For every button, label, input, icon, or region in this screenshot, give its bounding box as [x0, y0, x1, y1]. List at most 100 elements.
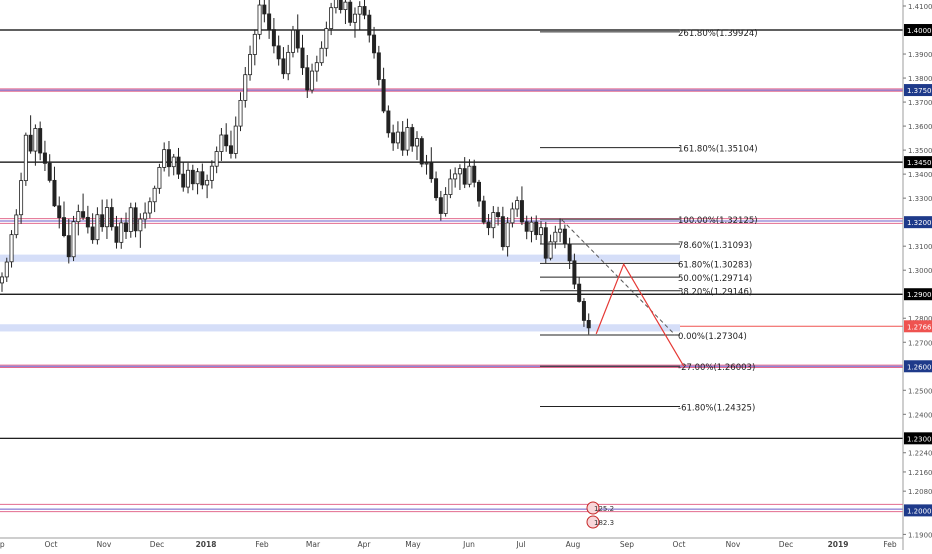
- candle-body: [248, 54, 253, 76]
- candle-body: [57, 205, 62, 219]
- price-tick-label: 1.33000: [908, 195, 932, 203]
- candle-body: [104, 207, 109, 228]
- candle-body: [329, 7, 334, 29]
- candle-body: [224, 134, 229, 147]
- candle-body: [233, 125, 238, 154]
- candle-body: [372, 34, 377, 54]
- candle-body: [391, 132, 396, 144]
- candle-body: [38, 128, 43, 154]
- price-tick-label: 1.41000: [908, 3, 932, 11]
- candle-body: [310, 70, 315, 91]
- candle-body: [205, 179, 210, 186]
- candle-body: [267, 13, 272, 30]
- candle-body: [553, 231, 558, 243]
- candle-body: [114, 226, 119, 243]
- candle-body: [443, 194, 448, 214]
- level-label-text: 1.23000: [907, 435, 932, 443]
- time-tick-label: May: [405, 540, 421, 549]
- fib-label: 100.00%(1.32125): [678, 216, 758, 226]
- fib-label: 261.80%(1.39924): [678, 29, 758, 39]
- level-label-text: 1.37500: [907, 87, 932, 95]
- time-tick-label: Aug: [566, 540, 581, 549]
- level-label-box: [904, 156, 932, 169]
- projection-path: [595, 262, 685, 367]
- candle-body: [305, 67, 310, 91]
- fib-label: 0.00%(1.27304): [678, 332, 747, 342]
- candle-body: [496, 212, 501, 218]
- candle-body: [124, 222, 129, 232]
- candle-body: [286, 51, 291, 75]
- price-tick-label: 1.30000: [908, 267, 932, 275]
- candle-body: [33, 128, 38, 152]
- candle-body: [367, 14, 372, 36]
- candle-body: [510, 208, 515, 224]
- fib-label: 38.20%(1.29146): [678, 288, 752, 298]
- candle-body: [81, 211, 86, 218]
- candle-body: [476, 181, 481, 202]
- candle-body: [410, 127, 415, 147]
- candle-body: [95, 214, 100, 241]
- candle-body: [314, 62, 319, 72]
- candle-body: [195, 171, 200, 185]
- candle-body: [529, 221, 534, 232]
- candle-body: [434, 178, 439, 199]
- candle-body: [9, 234, 14, 263]
- candle-body: [414, 138, 419, 147]
- time-tick-label: Oct: [45, 540, 58, 549]
- projection: [561, 219, 685, 367]
- candle-body: [14, 214, 19, 236]
- candle-body: [181, 173, 186, 188]
- price-tick-label: 1.19000: [908, 531, 932, 539]
- level-label-text: 1.29000: [907, 291, 932, 299]
- candle-body: [486, 221, 491, 229]
- candle-body: [152, 187, 157, 203]
- candle-body: [190, 169, 195, 185]
- candles: [0, 0, 591, 335]
- price-tick-label: 1.36000: [908, 123, 932, 131]
- event-marker-icon: [586, 515, 600, 529]
- level-label-text: 1.34500: [907, 159, 932, 167]
- candle-body: [424, 162, 429, 165]
- candle-body: [209, 165, 214, 181]
- candle-body: [343, 1, 348, 11]
- candle-body: [262, 4, 267, 15]
- candle-body: [295, 29, 300, 49]
- candle-body: [548, 241, 553, 259]
- level-label-text: 1.20000: [907, 507, 932, 515]
- time-tick-label: Sep: [620, 540, 634, 549]
- candle-body: [324, 28, 329, 49]
- event-marker-label: 182.3: [594, 519, 614, 527]
- time-tick-label: 2018: [196, 540, 217, 549]
- candle-body: [200, 171, 205, 186]
- level-label-box: [904, 216, 932, 229]
- candle-body: [429, 162, 434, 180]
- candle-body: [505, 222, 510, 248]
- time-tick-label: Apr: [358, 540, 372, 549]
- time-tick-label: ep: [0, 540, 5, 549]
- price-tick-label: 1.20800: [908, 488, 932, 496]
- candle-body: [219, 134, 224, 152]
- candle-body: [352, 13, 357, 23]
- candle-body: [281, 58, 286, 75]
- horizontal-levels: [0, 29, 903, 513]
- candle-body: [386, 110, 391, 134]
- level-label-box: [904, 84, 932, 97]
- candle-body: [238, 99, 243, 127]
- candle-body: [186, 169, 191, 188]
- candle-body: [543, 227, 548, 259]
- level-label-text: 1.40000: [907, 27, 932, 35]
- candle-body: [47, 162, 52, 181]
- candle-body: [567, 243, 572, 262]
- candle-body: [300, 47, 305, 69]
- price-tick-label: 1.22400: [908, 450, 932, 458]
- candle-body: [85, 216, 90, 228]
- candle-body: [28, 134, 33, 152]
- candle-body: [457, 168, 462, 175]
- price-tick-label: 1.24000: [908, 411, 932, 419]
- level-label-box: [904, 24, 932, 37]
- candle-body: [290, 29, 295, 53]
- fib-label: 78.60%(1.31093): [678, 241, 752, 251]
